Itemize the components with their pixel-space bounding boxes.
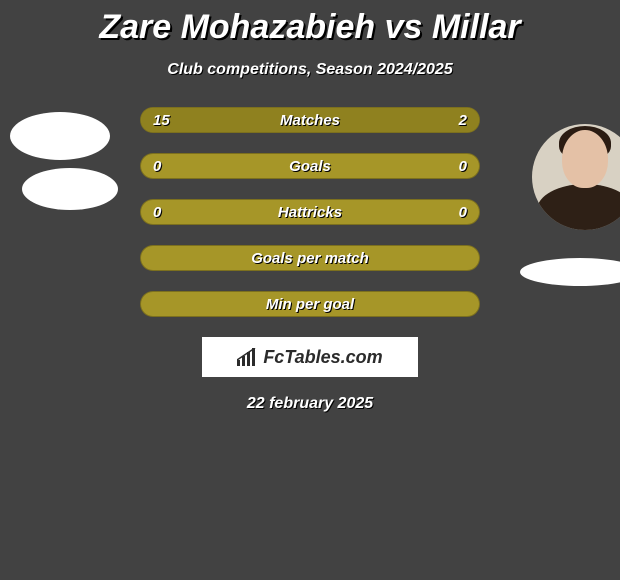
page-title: Zare Mohazabieh vs Millar xyxy=(0,0,620,47)
bar-label: Goals xyxy=(141,154,479,178)
player-right-avatar-shadow xyxy=(520,258,620,286)
bar-label: Min per goal xyxy=(141,292,479,316)
stat-bar-matches: 15 Matches 2 xyxy=(140,107,480,133)
bar-label: Goals per match xyxy=(141,246,479,270)
bar-label: Matches xyxy=(141,108,479,132)
stat-bars: 15 Matches 2 0 Goals 0 0 Hattricks 0 Goa… xyxy=(140,107,480,317)
stat-bar-goals: 0 Goals 0 xyxy=(140,153,480,179)
brand-badge: FcTables.com xyxy=(202,337,418,377)
avatar-shirt xyxy=(537,184,620,230)
player-left-avatar xyxy=(10,112,110,160)
bar-value-right: 0 xyxy=(459,200,467,224)
avatar-head xyxy=(562,130,608,188)
bar-label: Hattricks xyxy=(141,200,479,224)
stat-bar-hattricks: 0 Hattricks 0 xyxy=(140,199,480,225)
page-subtitle: Club competitions, Season 2024/2025 xyxy=(0,61,620,79)
bar-value-right: 2 xyxy=(459,108,467,132)
bar-value-right: 0 xyxy=(459,154,467,178)
player-left-avatar-shadow xyxy=(22,168,118,210)
bar-chart-icon xyxy=(237,348,259,366)
date-label: 22 february 2025 xyxy=(0,395,620,413)
player-right-avatar xyxy=(532,124,620,230)
stat-bar-min-per-goal: Min per goal xyxy=(140,291,480,317)
stat-bar-goals-per-match: Goals per match xyxy=(140,245,480,271)
brand-text: FcTables.com xyxy=(263,347,382,368)
